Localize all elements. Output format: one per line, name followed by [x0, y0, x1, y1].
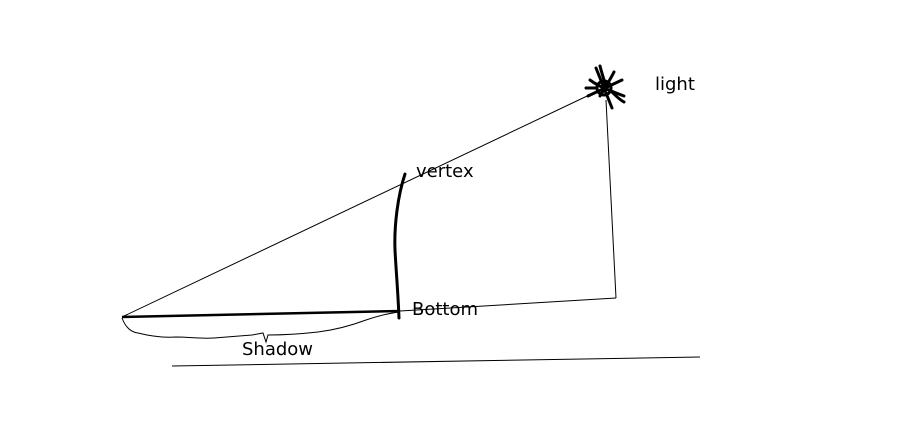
light-label: light [655, 74, 695, 95]
bottom-label: Bottom [412, 299, 479, 320]
ground-line-right [399, 297, 617, 312]
shadow-line [121, 309, 401, 319]
light-ray-line [121, 87, 605, 318]
shadow-outline [121, 311, 401, 344]
object-line [393, 172, 407, 320]
sun-icon [584, 64, 626, 110]
ground-line-bottom [171, 356, 701, 367]
shadow-label: Shadow [242, 339, 314, 360]
vertex-label: vertex [416, 161, 474, 182]
light-drop-line [605, 99, 617, 299]
